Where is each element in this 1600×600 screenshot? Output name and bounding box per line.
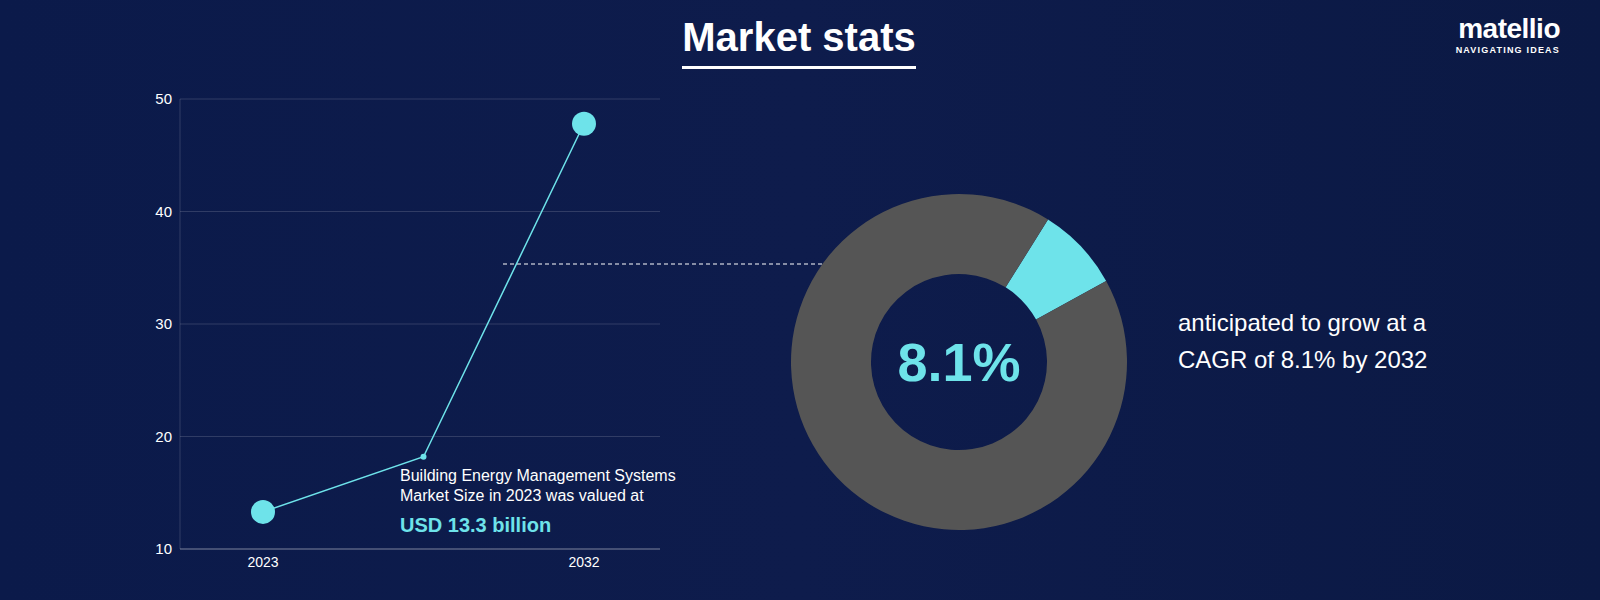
html-text:8.1%: 8.1% (897, 332, 1021, 392)
svg-text:10: 10 (155, 540, 172, 557)
html-text:Market Size in 2023 was valued: Market Size in 2023 was valued at (400, 487, 644, 504)
html-text:Market stats: Market stats (682, 15, 916, 59)
html-text:NAVIGATING IDEAS: NAVIGATING IDEAS (1455, 45, 1560, 55)
svg-text:2032: 2032 (568, 554, 599, 570)
svg-text:20: 20 (155, 428, 172, 445)
html-text:Building Energy Management Sys: Building Energy Management Systems (400, 467, 676, 484)
html-text:anticipated to grow at a: anticipated to grow at a (1178, 309, 1427, 336)
html-text:CAGR of 8.1% by 2032: CAGR of 8.1% by 2032 (1178, 346, 1428, 373)
html-text:USD 13.3 billion: USD 13.3 billion (400, 514, 552, 536)
svg-text:50: 50 (155, 90, 172, 107)
svg-text:30: 30 (155, 315, 172, 332)
svg-text:2023: 2023 (247, 554, 278, 570)
svg-text:40: 40 (155, 203, 172, 220)
html-text:matellio: matellio (1458, 13, 1560, 44)
